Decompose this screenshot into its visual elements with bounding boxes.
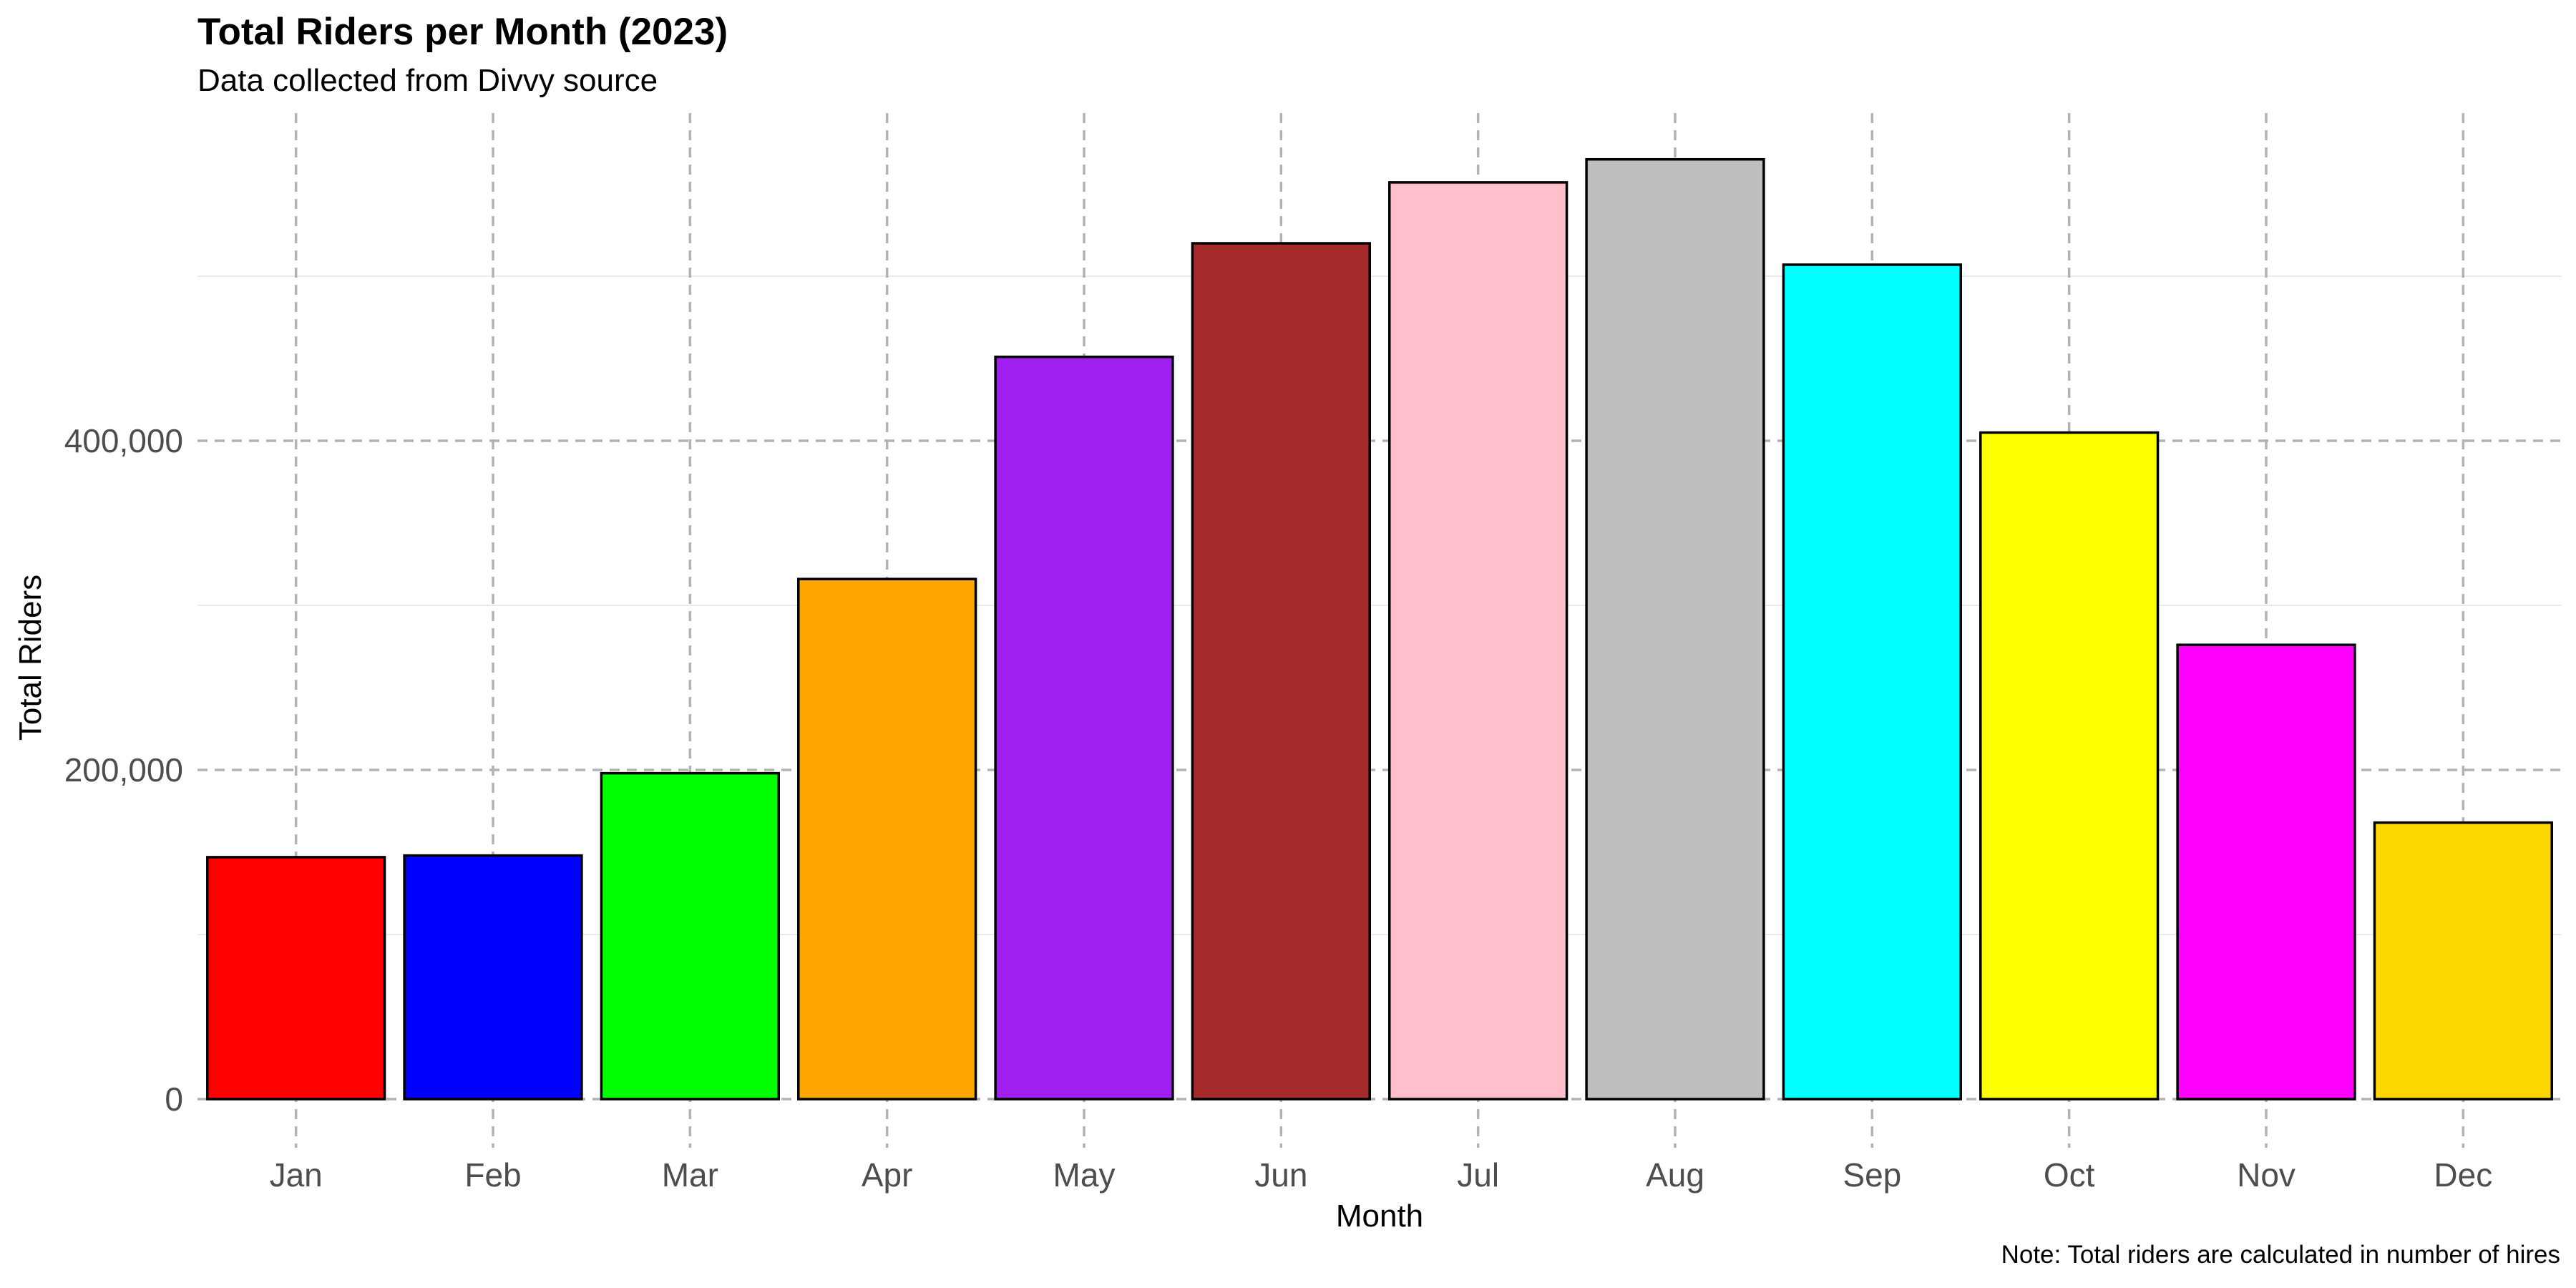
y-tick-label: 400,000 <box>64 422 183 459</box>
x-tick-label: Jan <box>270 1156 323 1194</box>
minor-gridlines <box>197 275 2562 935</box>
x-tick-label: Mar <box>662 1156 718 1194</box>
bar-jun <box>1191 242 1371 1101</box>
bar-nov <box>2176 643 2356 1101</box>
x-tick-label: Jun <box>1254 1156 1307 1194</box>
bar-jul <box>1388 181 1568 1101</box>
x-tick-label: Nov <box>2237 1156 2296 1194</box>
y-tick-label: 200,000 <box>64 751 183 789</box>
bars <box>206 157 2553 1101</box>
x-tick-label: Oct <box>2044 1156 2095 1194</box>
bar-mar <box>600 771 780 1101</box>
bar-aug <box>1585 157 1765 1101</box>
x-axis-title: Month <box>1336 1199 1423 1234</box>
x-tick-label: Sep <box>1843 1156 1901 1194</box>
chart-subtitle: Data collected from Divvy source <box>197 63 658 98</box>
bar-dec <box>2373 821 2553 1101</box>
bar-may <box>994 355 1174 1101</box>
x-axis-ticks: Jan Feb Mar Apr May Jun Jul Aug Sep Oct Nov Dec <box>270 1156 2493 1194</box>
x-tick-label: Feb <box>464 1156 521 1194</box>
bar-jan <box>206 856 386 1101</box>
y-axis-ticks: 0 200,000 400,000 <box>64 422 183 1118</box>
chart-title: Total Riders per Month (2023) <box>197 11 728 53</box>
x-tick-label: May <box>1053 1156 1116 1194</box>
y-tick-label: 0 <box>165 1080 183 1118</box>
bar-oct <box>1979 431 2160 1101</box>
x-tick-label: Aug <box>1646 1156 1704 1194</box>
chart-caption: Note: Total riders are calculated in num… <box>2001 1241 2560 1269</box>
x-tick-label: Jul <box>1457 1156 1499 1194</box>
bar-apr <box>797 577 977 1101</box>
y-axis-title: Total Riders <box>13 575 48 741</box>
x-tick-label: Apr <box>862 1156 913 1194</box>
bar-sep <box>1782 263 1962 1101</box>
bar-feb <box>403 854 583 1101</box>
x-tick-label: Dec <box>2434 1156 2492 1194</box>
